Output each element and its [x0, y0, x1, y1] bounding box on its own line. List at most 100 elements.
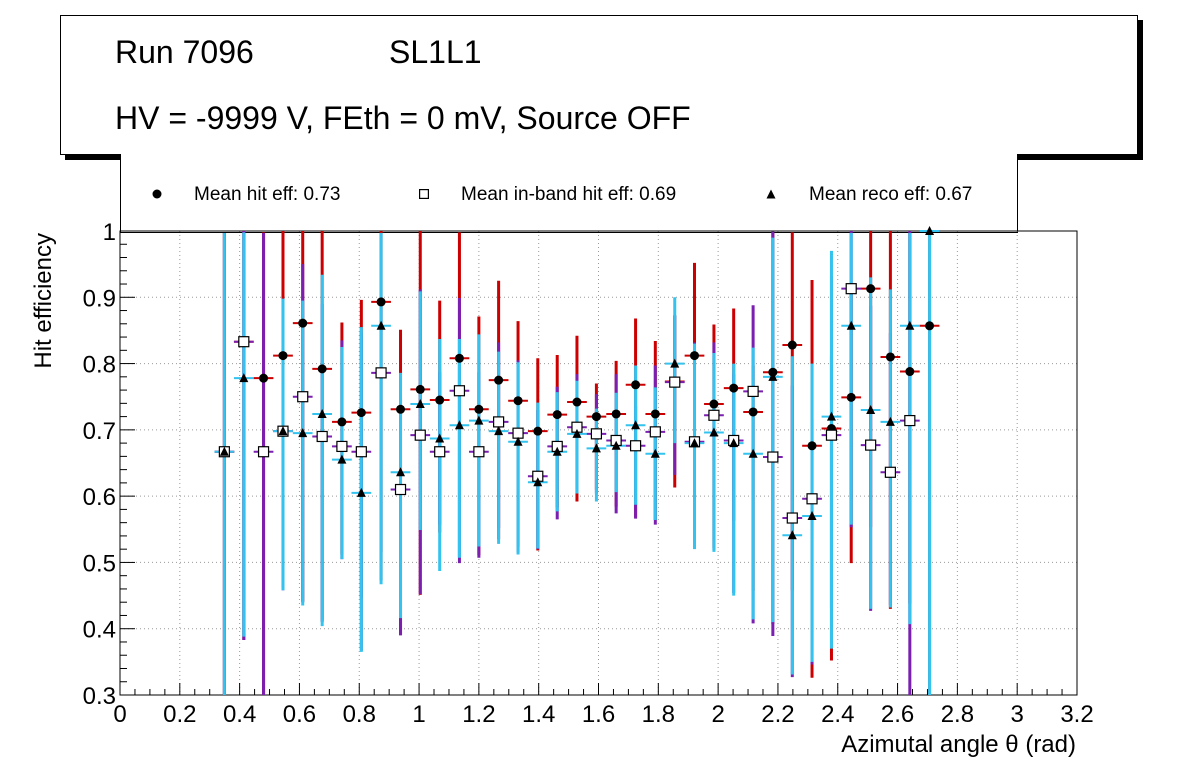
- point-inband: [414, 429, 426, 441]
- point-reco: [787, 530, 797, 540]
- point-reco: [826, 411, 836, 421]
- point-hit: [611, 409, 621, 419]
- title-box: Run 7096 SL1L1 HV = -9999 V, FEth = 0 mV…: [60, 15, 1138, 155]
- legend-box: Mean hit eff: 0.73 Mean in-band hit eff:…: [120, 154, 1018, 233]
- x-axis-label: Azimutal angle θ (rad): [841, 731, 1076, 758]
- point-inband: [355, 446, 367, 458]
- point-hit: [709, 399, 719, 409]
- point-hit: [689, 351, 699, 361]
- point-hit: [846, 392, 856, 402]
- point-reco: [494, 426, 504, 436]
- point-inband: [394, 483, 407, 496]
- x-tick-label: 0: [113, 701, 126, 728]
- point-reco: [866, 404, 876, 414]
- point-reco: [239, 373, 249, 383]
- point-inband: [629, 440, 642, 452]
- point-hit: [513, 396, 523, 406]
- point-hit: [591, 412, 601, 422]
- point-hit: [925, 321, 935, 331]
- point-reco: [611, 440, 621, 450]
- point-hit: [787, 340, 797, 350]
- point-hit: [454, 353, 464, 363]
- point-reco: [317, 408, 327, 418]
- x-tick-label: 1.2: [462, 701, 495, 728]
- x-tick-label: 0.6: [283, 701, 316, 728]
- legend-inband-label: Mean in-band hit eff: 0.69: [461, 184, 677, 205]
- point-inband: [649, 426, 661, 438]
- point-inband: [453, 385, 466, 397]
- point-hit: [396, 404, 406, 414]
- error-bars: [214, 230, 940, 695]
- data-markers: [218, 226, 935, 540]
- point-reco: [905, 320, 915, 330]
- point-reco: [650, 448, 660, 458]
- run-label: Run 7096: [115, 34, 254, 70]
- conditions-label: HV = -9999 V, FEth = 0 mV, Source OFF: [115, 100, 691, 136]
- point-inband: [316, 430, 328, 443]
- y-tick-label: 0.8: [83, 352, 116, 379]
- point-hit: [494, 375, 504, 385]
- legend-inband-marker: [419, 189, 429, 199]
- point-hit: [376, 297, 386, 307]
- point-reco: [572, 428, 582, 438]
- point-hit: [317, 364, 327, 374]
- point-reco: [278, 426, 288, 436]
- point-inband: [845, 283, 857, 295]
- point-hit: [259, 373, 269, 383]
- point-hit: [572, 397, 582, 407]
- point-hit: [474, 404, 484, 414]
- x-tick-label: 2.6: [881, 701, 914, 728]
- x-tick-label: 2.2: [761, 701, 794, 728]
- point-reco: [768, 371, 778, 381]
- point-inband: [865, 439, 877, 451]
- legend-hit-marker: [152, 189, 162, 199]
- x-tick-label: 2.4: [821, 701, 854, 728]
- point-hit: [337, 417, 347, 427]
- x-tick-label: 0.2: [163, 701, 196, 728]
- point-hit: [278, 351, 288, 361]
- point-inband: [473, 446, 485, 458]
- point-reco: [885, 416, 895, 426]
- point-reco: [846, 320, 856, 330]
- y-tick-label: 0.5: [83, 550, 116, 577]
- y-tick-label: 0.9: [83, 285, 116, 312]
- x-tick-label: 1: [412, 701, 425, 728]
- point-inband: [257, 446, 270, 458]
- point-reco: [513, 436, 523, 446]
- point-inband: [238, 336, 250, 348]
- point-reco: [396, 467, 406, 477]
- legend-reco-label: Mean reco eff: 0.67: [809, 184, 973, 205]
- x-tick-label: 3: [1011, 701, 1024, 728]
- point-hit: [356, 408, 366, 418]
- point-reco: [689, 438, 699, 448]
- point-hit: [435, 395, 445, 405]
- point-inband: [493, 416, 505, 428]
- legend-reco-marker: [766, 189, 776, 199]
- point-inband: [825, 429, 838, 441]
- point-reco: [376, 320, 386, 330]
- point-inband: [434, 446, 446, 458]
- point-reco: [925, 226, 935, 235]
- point-inband: [375, 367, 387, 379]
- point-reco: [337, 454, 347, 464]
- point-reco: [807, 511, 817, 521]
- point-hit: [807, 441, 817, 451]
- point-inband: [336, 440, 348, 453]
- point-inband: [708, 409, 720, 421]
- point-hit: [533, 426, 543, 436]
- point-reco: [356, 487, 366, 497]
- point-reco: [709, 427, 719, 437]
- point-inband: [904, 414, 916, 427]
- point-inband: [767, 451, 779, 463]
- point-hit: [552, 410, 562, 420]
- point-hit: [650, 409, 660, 419]
- point-reco: [631, 420, 641, 430]
- point-reco: [591, 443, 601, 453]
- x-tick-label: 0.4: [223, 701, 256, 728]
- point-reco: [219, 446, 229, 456]
- point-hit: [885, 352, 895, 362]
- y-tick-label: 0.4: [83, 617, 116, 644]
- point-inband: [786, 512, 798, 524]
- y-tick-label: 0.3: [83, 683, 116, 710]
- point-inband: [590, 428, 603, 440]
